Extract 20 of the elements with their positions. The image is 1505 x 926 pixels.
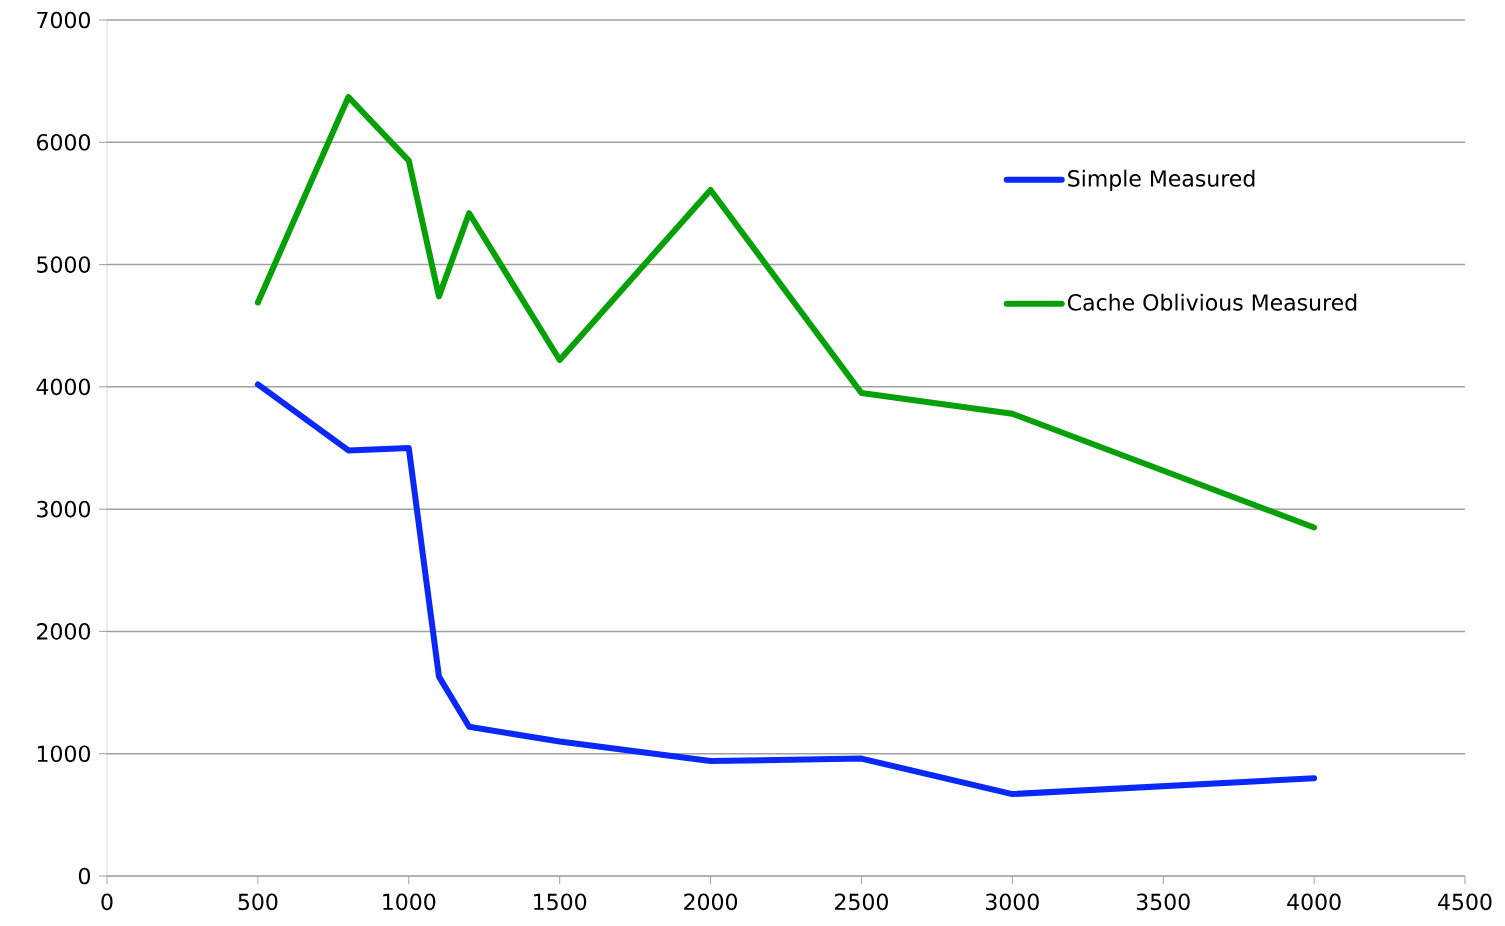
x-tick-label: 1500 bbox=[534, 893, 587, 911]
x-tick-label: 0 bbox=[101, 893, 113, 911]
x-tick-label: 1000 bbox=[383, 893, 436, 911]
y-tick-label: 6000 bbox=[37, 133, 90, 151]
x-tick-label: 3500 bbox=[1136, 893, 1190, 911]
x-tick-label: 4000 bbox=[1287, 893, 1341, 911]
x-tick-label: 3000 bbox=[986, 893, 1039, 911]
y-tick-label: 2000 bbox=[37, 623, 90, 640]
y-tick-label: 7000 bbox=[37, 11, 90, 29]
x-tick-label: 500 bbox=[238, 893, 278, 911]
legend-label: Simple Measured bbox=[1068, 169, 1255, 191]
x-tick-label: 4500 bbox=[1438, 893, 1492, 911]
y-tick-label: 4000 bbox=[36, 378, 90, 396]
y-tick-label: 3000 bbox=[37, 500, 90, 518]
y-tick-label: 5000 bbox=[37, 256, 90, 273]
x-tick-label: 2500 bbox=[835, 893, 888, 911]
x-tick-label: 2000 bbox=[684, 893, 738, 911]
y-tick-label: 0 bbox=[78, 867, 90, 885]
legend-label: Cache Oblivious Measured bbox=[1067, 293, 1357, 311]
y-tick-label: 1000 bbox=[37, 745, 90, 763]
